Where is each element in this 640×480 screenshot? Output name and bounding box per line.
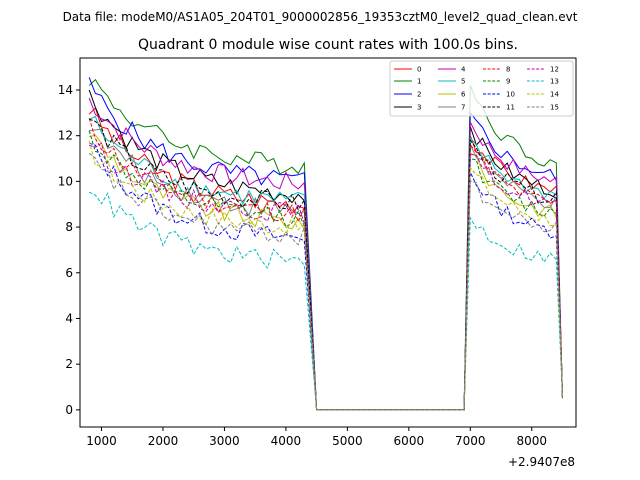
y-tick-label: 8 — [65, 220, 73, 234]
series-line-3 — [88, 89, 563, 411]
legend-frame — [389, 60, 574, 117]
legend-label-13: 13 — [550, 78, 559, 86]
series-line-1 — [88, 78, 563, 411]
y-tick-label: 4 — [65, 311, 73, 325]
legend-label-6: 6 — [461, 91, 466, 99]
y-tick-label: 2 — [65, 357, 73, 371]
series-line-15 — [88, 152, 563, 411]
series-line-14 — [88, 140, 563, 411]
x-tick-label: 3000 — [209, 434, 240, 448]
legend-label-12: 12 — [550, 66, 559, 74]
chart-title: Quadrant 0 module wise count rates with … — [138, 37, 518, 53]
legend-label-8: 8 — [506, 66, 510, 74]
series-line-9 — [88, 130, 563, 411]
legend-label-2: 2 — [417, 91, 421, 99]
y-tick-label: 14 — [58, 83, 73, 97]
axes-frame — [79, 57, 577, 428]
x-tick-label: 4000 — [271, 434, 302, 448]
legend-label-14: 14 — [550, 91, 559, 99]
x-tick-label: 2000 — [148, 434, 179, 448]
x-tick-label: 6000 — [394, 434, 425, 448]
series-layer — [88, 77, 563, 411]
legend-label-10: 10 — [506, 91, 515, 99]
series-line-10 — [89, 142, 563, 411]
x-tick-label: 1000 — [86, 434, 117, 448]
legend-label-0: 0 — [417, 66, 421, 74]
legend-label-3: 3 — [417, 104, 421, 112]
y-tick-label: 6 — [65, 266, 73, 280]
legend-label-5: 5 — [461, 78, 465, 86]
series-line-11 — [89, 118, 563, 411]
series-line-7 — [89, 128, 563, 411]
chart-suptitle: Data file: modeM0/AS1A05_204T01_90000028… — [63, 10, 578, 24]
y-tick-label: 10 — [58, 174, 73, 188]
legend-label-11: 11 — [506, 104, 515, 112]
y-tick-label: 0 — [65, 403, 73, 417]
series-line-8 — [88, 118, 563, 411]
legend-label-4: 4 — [461, 66, 466, 74]
plot-area — [88, 77, 563, 411]
series-line-2 — [88, 77, 563, 411]
series-line-5 — [88, 115, 563, 411]
legend-label-7: 7 — [461, 104, 465, 112]
series-line-4 — [88, 97, 563, 411]
x-tick-label: 8000 — [516, 434, 547, 448]
legend-label-15: 15 — [550, 104, 559, 112]
x-offset-label: +2.9407e8 — [508, 455, 575, 469]
x-axis: 1000 2000 3000 4000 5000 6000 7000 8000 — [86, 427, 547, 448]
x-tick-label: 5000 — [332, 434, 363, 448]
series-line-12 — [89, 142, 563, 411]
y-tick-label: 12 — [58, 129, 73, 143]
legend-label-1: 1 — [417, 78, 421, 86]
legend-label-9: 9 — [506, 78, 510, 86]
y-axis: 0 2 4 6 8 10 12 14 — [58, 83, 80, 417]
x-tick-label: 7000 — [455, 434, 486, 448]
